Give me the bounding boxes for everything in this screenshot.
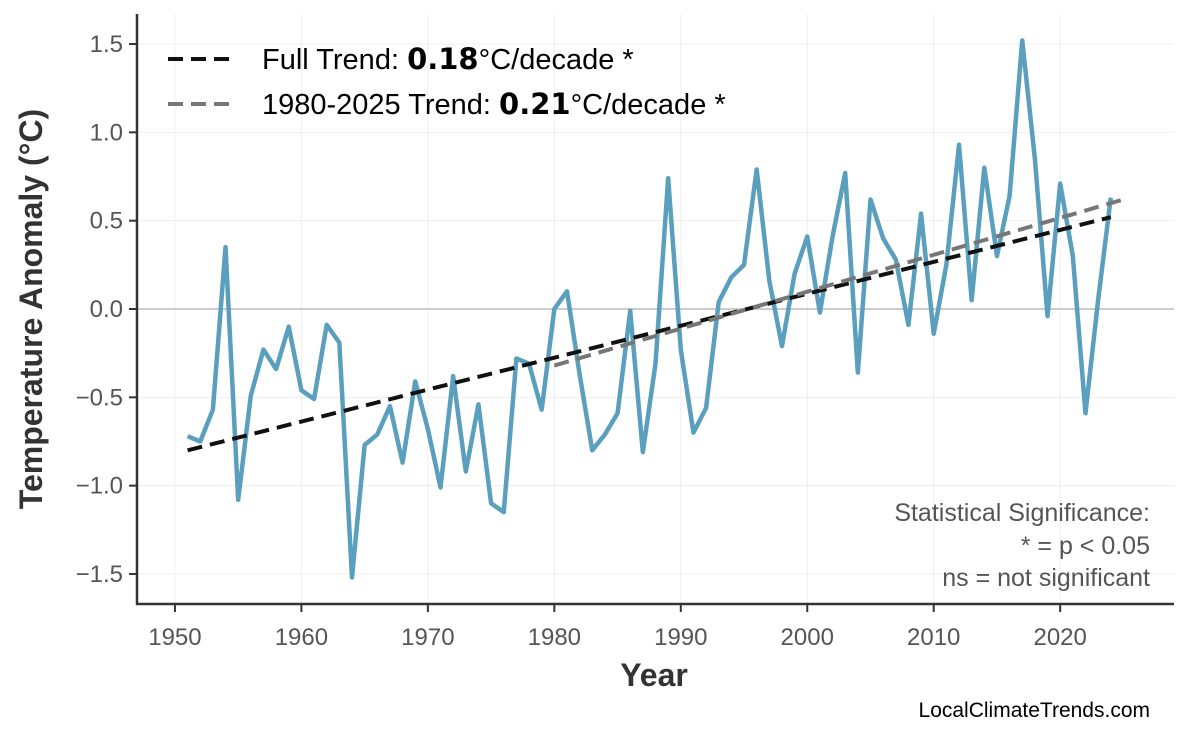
significance-ns: ns = not significant (942, 564, 1150, 592)
legend-suffix: °C/decade * (479, 44, 634, 76)
legend-label-1980-trend: 1980-2025 Trend: 0.21°C/decade * (262, 87, 726, 121)
x-axis-title: Year (620, 657, 688, 693)
x-tick-label: 1970 (401, 624, 454, 651)
legend-value: 0.21 (499, 87, 571, 121)
y-tick-label: 1.5 (90, 31, 123, 58)
series-layer (186, 38, 1124, 580)
full-trend-line (187, 215, 1112, 453)
legend-suffix: °C/decade * (571, 89, 726, 121)
x-tick-label: 2000 (781, 624, 834, 651)
y-tick-label: −1.0 (76, 473, 123, 500)
legend-label-full-trend: Full Trend: 0.18°C/decade * (262, 42, 634, 76)
x-tick-label: 1950 (148, 624, 201, 651)
y-axis-title: Temperature Anomaly (°C) (13, 109, 49, 509)
significance-title: Statistical Significance: (894, 499, 1150, 527)
x-tick-label: 2010 (907, 624, 960, 651)
y-tick-label: 0.5 (90, 208, 123, 235)
legend-prefix: 1980-2025 Trend: (262, 89, 499, 121)
y-tick-label: −0.5 (76, 384, 123, 411)
x-tick-label: 1980 (528, 624, 581, 651)
x-tick-label: 1960 (275, 624, 328, 651)
legend-prefix: Full Trend: (262, 44, 407, 76)
credit-text: LocalClimateTrends.com (919, 699, 1150, 722)
y-tick-label: −1.5 (76, 561, 123, 588)
legend: Full Trend: 0.18°C/decade * 1980-2025 Tr… (168, 42, 726, 121)
anomaly-series-line (186, 38, 1114, 580)
ticks: 1950 1960 1970 1980 1990 2000 2010 2020 1.5 1.0 0.… (76, 31, 1087, 651)
legend-value: 0.18 (407, 42, 479, 76)
significance-note: Statistical Significance: * = p < 0.05 n… (894, 499, 1150, 592)
significance-star: * = p < 0.05 (1021, 532, 1150, 560)
y-tick-label: 1.0 (90, 119, 123, 146)
recent-trend-line (553, 197, 1124, 368)
x-tick-label: 2020 (1033, 624, 1086, 651)
x-tick-label: 1990 (654, 624, 707, 651)
y-tick-label: 0.0 (90, 296, 123, 323)
